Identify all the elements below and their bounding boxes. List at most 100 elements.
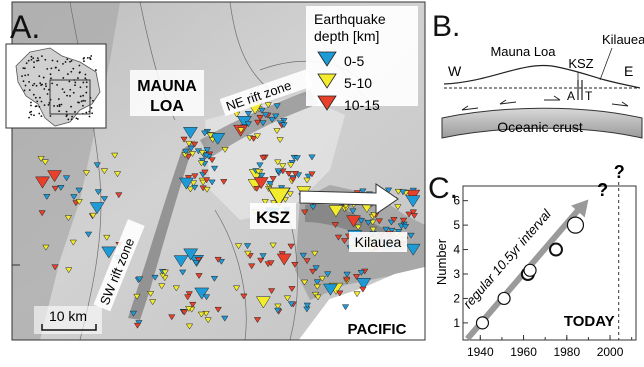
inset-dot-65 [90,106,93,109]
inset-dot-105 [84,77,87,80]
earthquake-marker-247 [204,317,212,324]
kilauea-map-label: Kilauea [355,234,402,250]
earthquake-marker-306 [69,239,77,246]
earthquake-marker-261 [288,286,296,293]
inset-dot-137 [58,69,60,72]
earthquake-marker-280 [84,231,93,238]
inset-dot-116 [36,100,39,103]
inset-dot-127 [82,99,85,102]
earthquake-marker-305 [57,185,65,191]
earthquake-marker-29 [202,177,211,184]
inset-dot-72 [28,89,31,91]
inset-dot-48 [63,91,66,94]
inset-dot-123 [70,118,73,121]
earthquake-marker-333 [161,269,169,276]
earthquake-marker-249 [267,260,275,267]
earthquake-marker-19 [220,179,228,185]
event-point-0 [475,316,490,330]
map-frame [11,1,426,341]
earthquake-marker-291 [82,170,91,177]
earthquake-marker-236 [195,273,203,280]
earthquake-marker-264 [276,253,292,266]
earthquake-marker-292 [51,264,59,271]
inset-dot-39 [46,93,49,95]
inset-dot-126 [49,73,52,76]
inset-dot-100 [77,101,79,104]
kilauea-section-label: Kilauea [602,32,644,47]
inset-dot-54 [71,115,74,118]
earthquake-marker-15 [221,147,229,153]
mauna-loa-label-line2: LOA [150,98,184,115]
inset-dot-75 [76,118,79,120]
inset-dot-60 [84,73,87,76]
question-mark-today: ? [614,162,625,182]
legend-title-line1: Earthquake [314,11,386,27]
panel-a-map: Earthquake depth [km] 0-5 5-10 10-15 A. … [5,1,426,341]
inset-dot-129 [85,91,88,94]
earthquake-marker-328 [148,299,157,306]
inset-dot-88 [40,115,43,118]
earthquake-marker-340 [318,275,326,282]
inset-dot-35 [82,94,85,97]
earthquake-marker-326 [184,294,192,301]
earthquake-marker-349 [352,274,361,280]
panel-a-letter: A. [10,9,40,45]
earthquake-marker-22 [191,184,199,191]
earthquake-marker-228 [217,258,226,265]
inset-dot-112 [45,85,47,88]
earthquake-marker-38 [187,145,195,152]
earthquake-marker-72 [262,112,270,119]
inset-dot-32 [57,98,60,100]
inset-dot-26 [56,60,59,63]
earthquake-marker-257 [257,257,265,264]
earthquake-marker-62 [268,117,276,124]
inset-dot-46 [48,88,50,91]
earthquake-marker-241 [255,296,271,309]
trend-arrow-head [571,199,589,218]
earthquake-marker-243 [179,269,187,276]
inset-dot-68 [33,82,36,85]
earthquake-marker-126 [308,154,316,161]
inset-dot-53 [41,83,44,86]
inset-dot-110 [23,67,26,70]
inset-dot-15 [78,64,81,67]
earthquake-marker-258 [244,250,252,257]
event-points [475,216,585,330]
x-axis-ticks: 1940 1960 1980 2000 [467,335,633,359]
mauna-loa-section-label: Mauna Loa [490,44,556,59]
inset-dot-139 [25,62,28,65]
earthquake-marker-88 [287,162,295,169]
earthquake-marker-308 [89,212,97,219]
volcano-surface-profile [443,64,641,89]
earthquake-marker-61 [258,107,266,114]
fault-a-label: A [567,89,575,103]
earthquake-marker-346 [356,277,372,290]
earthquake-marker-281 [93,162,101,169]
earthquake-marker-301 [115,192,123,199]
inset-dot-85 [83,60,85,63]
earthquake-marker-178 [394,188,402,195]
inset-dot-97 [31,84,34,87]
inset-dot-9 [69,88,72,91]
earthquake-marker-152 [384,187,393,194]
inset-dot-49 [22,80,25,83]
scale-bar-label: 10 km [49,308,87,324]
earthquake-marker-30 [201,130,209,137]
y-tick-label-4: 5 [453,218,460,232]
kilauea-label-bg [349,232,407,252]
inset-study-area [49,79,91,115]
ne-rift-band [200,90,318,158]
earthquake-marker-348 [336,290,344,297]
earthquake-marker-24 [199,179,207,186]
x-tick-label-2: 1980 [553,345,580,359]
earthquake-marker-289 [47,170,62,183]
earthquake-marker-265 [287,301,296,308]
oceanic-crust-label: Oceanic crust [497,119,583,135]
earthquake-marker-253 [299,252,307,259]
question-mark-next: ? [597,180,608,200]
panel-b-cross-section: B. Mauna Loa Kilauea KSZ W E A T Oceanic… [432,10,644,139]
earthquake-marker-293 [94,189,102,196]
earthquake-marker-203 [359,188,367,195]
